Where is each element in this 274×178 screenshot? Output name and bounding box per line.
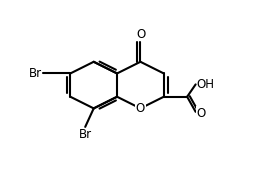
Text: O: O (197, 107, 206, 120)
Text: OH: OH (197, 78, 215, 91)
Text: O: O (137, 28, 146, 41)
Text: O: O (136, 102, 145, 115)
Text: Br: Br (79, 128, 92, 141)
Text: Br: Br (28, 67, 42, 80)
